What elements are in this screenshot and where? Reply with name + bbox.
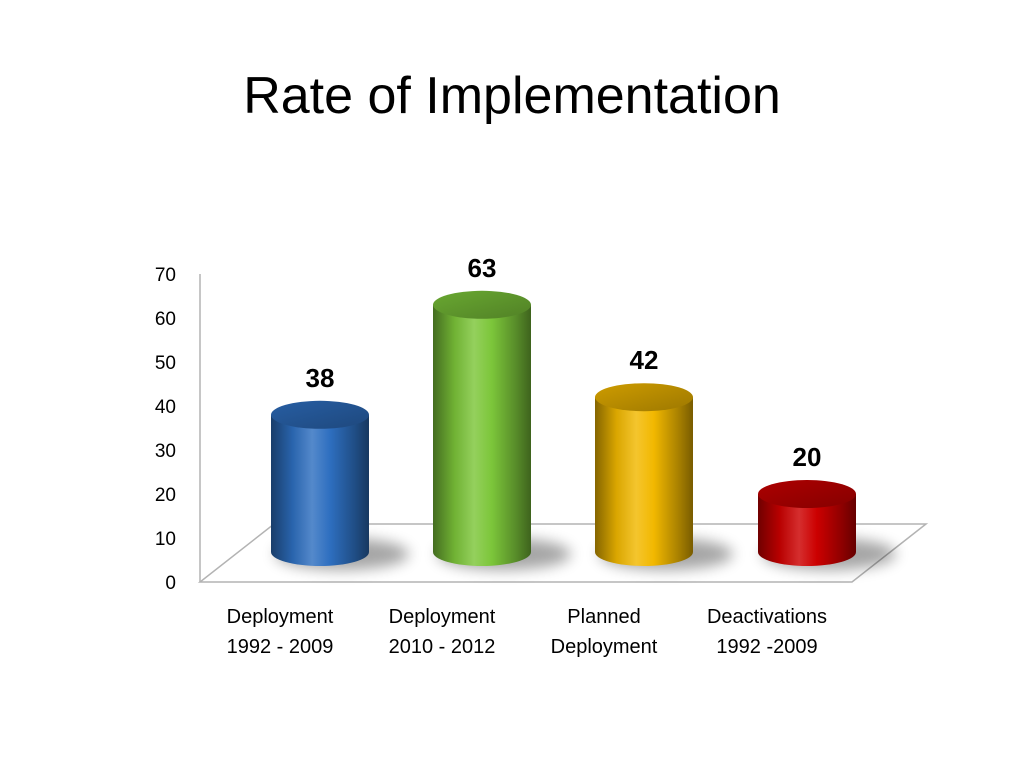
y-tick-label: 10 — [155, 529, 176, 550]
bar — [433, 290, 571, 570]
bar — [595, 383, 733, 570]
x-axis: Deployment 1992 - 2009 Deployment 2010 - 20… — [227, 606, 827, 658]
data-label: 20 — [793, 442, 822, 472]
bar-top — [595, 383, 693, 412]
y-tick-label: 60 — [155, 309, 176, 330]
bar-body — [595, 397, 693, 566]
bar — [758, 480, 896, 570]
data-label: 63 — [468, 253, 497, 283]
bar-top — [758, 480, 856, 508]
y-axis: 0 10 20 30 40 50 60 70 — [155, 265, 201, 594]
bar-top — [271, 400, 369, 429]
bar — [271, 400, 409, 570]
bars — [271, 290, 896, 570]
y-tick-label: 70 — [155, 265, 176, 286]
y-tick-label: 20 — [155, 485, 176, 506]
y-tick-label: 30 — [155, 441, 176, 462]
bar-top — [433, 290, 531, 319]
x-tick-label: Planned Deployment — [551, 606, 658, 658]
y-tick-label: 40 — [155, 397, 176, 418]
data-label: 42 — [630, 345, 659, 375]
data-labels: 38 63 42 20 — [306, 253, 822, 472]
data-label: 38 — [306, 363, 335, 393]
x-tick-label: Deployment 2010 - 2012 — [389, 606, 496, 658]
bar-body — [758, 494, 856, 566]
y-tick-label: 50 — [155, 353, 176, 374]
y-tick-label: 0 — [165, 573, 176, 594]
x-tick-label: Deployment 1992 - 2009 — [227, 606, 334, 658]
slide-title: Rate of Implementation — [243, 67, 781, 125]
x-tick-label: Deactivations 1992 -2009 — [707, 606, 827, 658]
bar-body — [433, 304, 531, 566]
bar-body — [271, 414, 369, 566]
